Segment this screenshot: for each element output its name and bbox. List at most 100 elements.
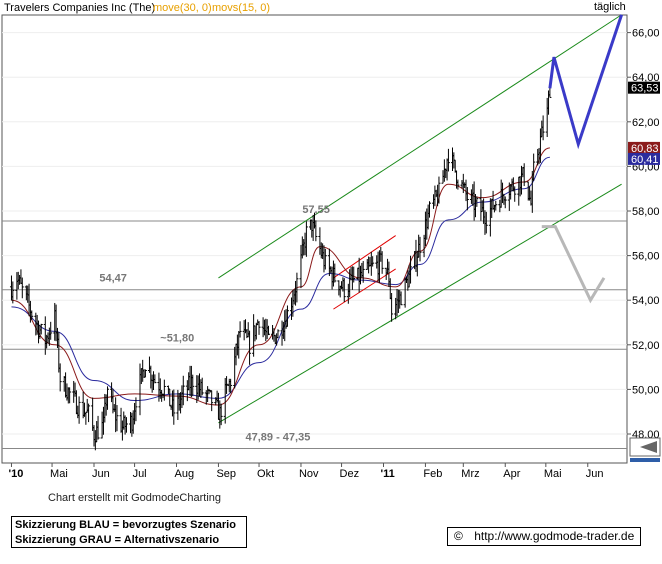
y-tick-label: 52,00 xyxy=(632,340,660,352)
price-bar xyxy=(257,321,261,335)
price-bar xyxy=(134,397,138,422)
price-bar xyxy=(39,323,43,335)
price-bar xyxy=(58,363,62,392)
x-tick-label: Apr xyxy=(503,468,520,480)
y-tick-label: 54,00 xyxy=(632,295,660,307)
price-bar xyxy=(484,211,488,234)
x-tick-label: Mai xyxy=(50,468,68,480)
price-bar xyxy=(11,281,15,304)
copyright-icon: © xyxy=(454,529,463,543)
support-line-label: 54,47 xyxy=(99,273,127,285)
price-bar xyxy=(267,325,271,336)
x-tick-label: Aug xyxy=(175,468,195,480)
price-bar xyxy=(304,221,308,257)
price-bar xyxy=(20,277,24,299)
ma-slow-line xyxy=(11,156,551,402)
price-bar xyxy=(427,201,431,218)
scroll-control[interactable] xyxy=(629,437,661,462)
support-line-label: 47,89 - 47,35 xyxy=(246,431,311,443)
scenario-blue-path xyxy=(548,14,624,150)
chart-credit: Chart erstellt mit GodmodeCharting xyxy=(48,492,222,504)
price-bar xyxy=(229,378,233,394)
support-line-label: 57,55 xyxy=(302,204,330,216)
price-bar xyxy=(276,329,280,339)
x-tick-label: '10 xyxy=(8,468,23,480)
price-bar xyxy=(49,321,53,340)
trend-channel-line xyxy=(218,183,622,424)
price-bar xyxy=(522,163,526,187)
price-bar xyxy=(390,292,394,322)
price-bar xyxy=(352,266,356,283)
x-tick-label: Jun xyxy=(586,468,604,480)
price-bar xyxy=(96,415,100,440)
x-tick-label: Mrz xyxy=(461,468,479,480)
price-bar xyxy=(115,405,119,432)
price-bar xyxy=(68,387,72,404)
price-bar xyxy=(513,186,517,202)
support-line-label: ~51,80 xyxy=(160,332,194,344)
legend-blue: Skizzierung BLAU = bevorzugtes Szenario xyxy=(15,519,236,531)
flag-line xyxy=(333,235,396,279)
x-tick-label: Okt xyxy=(257,468,274,480)
price-bar xyxy=(548,88,552,98)
last-value-tag: 60,41 xyxy=(628,152,660,166)
price-bar xyxy=(314,220,318,242)
last-value-label: 60,41 xyxy=(631,154,659,166)
chart-title: Travelers Companies Inc (The) xyxy=(4,2,155,14)
price-bar xyxy=(238,321,242,338)
y-tick-label: 50,00 xyxy=(632,384,660,396)
price-bar xyxy=(541,115,545,141)
x-tick-label: Jun xyxy=(92,468,110,480)
price-bar xyxy=(465,187,469,211)
price-bar xyxy=(181,375,185,406)
x-tick-label: Jul xyxy=(133,468,147,480)
price-bar xyxy=(446,148,450,172)
price-bar xyxy=(418,236,422,262)
y-tick-label: 62,00 xyxy=(632,117,660,129)
price-bar xyxy=(361,261,365,283)
level-labels: 57,55 54,47 ~51,80 47,89 - 47,35 xyxy=(99,204,329,443)
x-tick-label: '11 xyxy=(380,468,394,480)
last-value-label: 63,53 xyxy=(631,83,659,95)
scenario-grey-path xyxy=(541,225,606,304)
source-url[interactable]: http://www.godmode-trader.de xyxy=(474,529,635,543)
price-bar xyxy=(456,179,460,190)
source-link[interactable]: © http://www.godmode-trader.de xyxy=(447,527,641,546)
y-tick-label: 64,00 xyxy=(632,72,660,84)
x-tick-label: Mai xyxy=(544,468,562,480)
y-tick-label: 56,00 xyxy=(632,251,660,263)
price-bar xyxy=(210,390,214,412)
x-tick-label: Sep xyxy=(216,468,236,480)
price-bar xyxy=(503,196,507,209)
axes: 48,0050,0052,0054,0056,0058,0060,0062,00… xyxy=(8,28,660,480)
legend-grey: Skizzierung GRAU = Alternativszenario xyxy=(15,534,220,546)
price-bar xyxy=(323,248,327,270)
x-tick-label: Dez xyxy=(340,468,360,480)
last-value-label: 60,83 xyxy=(631,143,659,155)
flag-line xyxy=(333,268,396,310)
price-bar xyxy=(342,278,346,303)
price-bar xyxy=(143,369,147,378)
x-tick-label: Feb xyxy=(423,468,442,480)
x-tick-label: Nov xyxy=(299,468,319,480)
price-bar xyxy=(172,389,176,425)
price-bar xyxy=(371,256,375,267)
price-bar xyxy=(409,255,413,284)
scenario-legend: Skizzierung BLAU = bevorzugtes Szenario … xyxy=(11,516,247,548)
price-bar xyxy=(30,310,34,320)
plot-frame xyxy=(1,14,628,464)
price-bar xyxy=(437,176,441,204)
price-bar xyxy=(248,330,252,365)
price-bar xyxy=(77,396,81,424)
price-bar xyxy=(532,153,536,182)
price-bar xyxy=(124,417,128,433)
price-bar xyxy=(106,386,110,410)
price-bar xyxy=(285,305,289,327)
price-bar xyxy=(87,403,91,423)
price-bar xyxy=(399,291,403,306)
ma-slow-label: move(30, 0) xyxy=(153,2,212,14)
price-bar xyxy=(295,272,299,303)
price-bar xyxy=(333,263,337,283)
price-bar xyxy=(153,374,157,384)
